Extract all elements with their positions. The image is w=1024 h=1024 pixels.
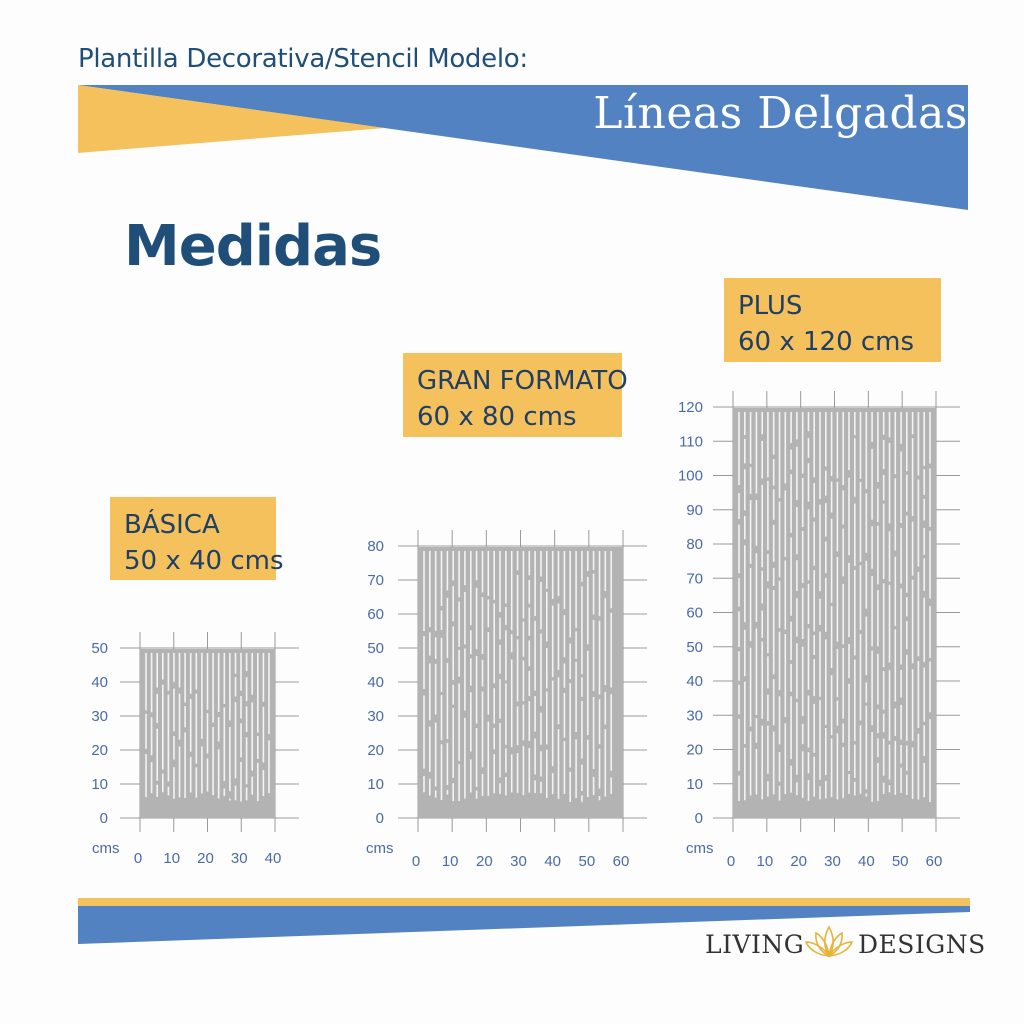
size-name: PLUS (738, 291, 803, 321)
size-label-basica: BÁSICA 50 x 40 cms (110, 497, 284, 580)
brand-name-left: LIVING (705, 930, 805, 959)
y-tick-label: 30 (686, 707, 703, 724)
stencil-plate (733, 408, 936, 818)
y-tick-label: 10 (686, 776, 703, 793)
y-tick-label: 80 (367, 538, 384, 555)
size-name: GRAN FORMATO (417, 366, 628, 396)
x-tick-label: 40 (265, 850, 282, 867)
x-tick-label: 30 (510, 853, 527, 870)
y-tick-label: 20 (367, 742, 384, 759)
x-tick-label: 60 (926, 853, 943, 870)
y-tick-label: 0 (376, 810, 384, 827)
y-tick-label: 40 (686, 673, 703, 690)
x-tick-label: 50 (578, 853, 595, 870)
stencil-title: Líneas Delgadas (593, 88, 968, 139)
stencil-plate (418, 547, 623, 818)
x-tick-label: 20 (476, 853, 493, 870)
y-tick-label: 60 (367, 606, 384, 623)
y-tick-label: 20 (686, 742, 703, 759)
brand-name-right: DESIGNS (858, 930, 986, 959)
size-dims: 60 x 80 cms (417, 402, 577, 432)
x-tick-label: 20 (790, 853, 807, 870)
x-tick-label: 0 (134, 850, 142, 867)
size-dims: 60 x 120 cms (738, 327, 915, 357)
y-tick-label: 40 (91, 674, 108, 691)
unit-label: cms (686, 840, 714, 857)
section-title: Medidas (124, 214, 382, 279)
header-banner (78, 85, 968, 210)
x-tick-label: 0 (727, 853, 735, 870)
y-tick-label: 120 (678, 399, 703, 416)
y-tick-label: 20 (91, 742, 108, 759)
stencil-size-charts: 0 10 20 30 40 50 0 10 20 30 40 cms 0 10 20 30 40 50 60 70 80… (91, 391, 960, 870)
size-label-gran-formato: GRAN FORMATO 60 x 80 cms (403, 353, 628, 437)
lotus-icon (804, 925, 854, 958)
y-tick-label: 50 (367, 640, 384, 657)
y-tick-label: 110 (679, 433, 703, 450)
x-tick-label: 20 (197, 850, 214, 867)
size-dims: 50 x 40 cms (124, 546, 284, 576)
y-tick-label: 100 (678, 468, 703, 485)
y-tick-label: 50 (91, 640, 108, 657)
y-tick-label: 0 (695, 810, 703, 827)
y-tick-label: 60 (686, 605, 703, 622)
y-tick-label: 90 (686, 502, 703, 519)
x-tick-label: 30 (231, 850, 248, 867)
y-tick-label: 50 (686, 639, 703, 656)
y-tick-label: 10 (367, 776, 384, 793)
y-tick-label: 70 (367, 572, 384, 589)
x-tick-label: 40 (858, 853, 875, 870)
size-name: BÁSICA (124, 510, 220, 540)
unit-label: cms (366, 840, 394, 857)
x-tick-label: 0 (412, 853, 420, 870)
x-tick-label: 40 (544, 853, 561, 870)
stencil-subtitle: Plantilla Decorativa/Stencil Modelo: (78, 44, 528, 74)
unit-label: cms (92, 840, 120, 857)
x-tick-label: 60 (613, 853, 630, 870)
x-tick-label: 10 (442, 853, 459, 870)
footer-blue-shape (78, 906, 970, 944)
x-tick-label: 30 (824, 853, 841, 870)
y-tick-label: 30 (367, 708, 384, 725)
size-label-plus: PLUS 60 x 120 cms (724, 278, 941, 362)
x-tick-label: 10 (163, 850, 180, 867)
y-tick-label: 70 (686, 570, 703, 587)
x-tick-label: 10 (756, 853, 773, 870)
y-tick-label: 0 (100, 810, 108, 827)
footer-yellow-stripe (78, 898, 970, 906)
y-tick-label: 40 (367, 674, 384, 691)
y-tick-label: 30 (91, 708, 108, 725)
y-tick-label: 80 (686, 536, 703, 553)
y-tick-label: 10 (91, 776, 108, 793)
x-tick-label: 50 (892, 853, 909, 870)
banner-yellow-shape (78, 85, 385, 153)
